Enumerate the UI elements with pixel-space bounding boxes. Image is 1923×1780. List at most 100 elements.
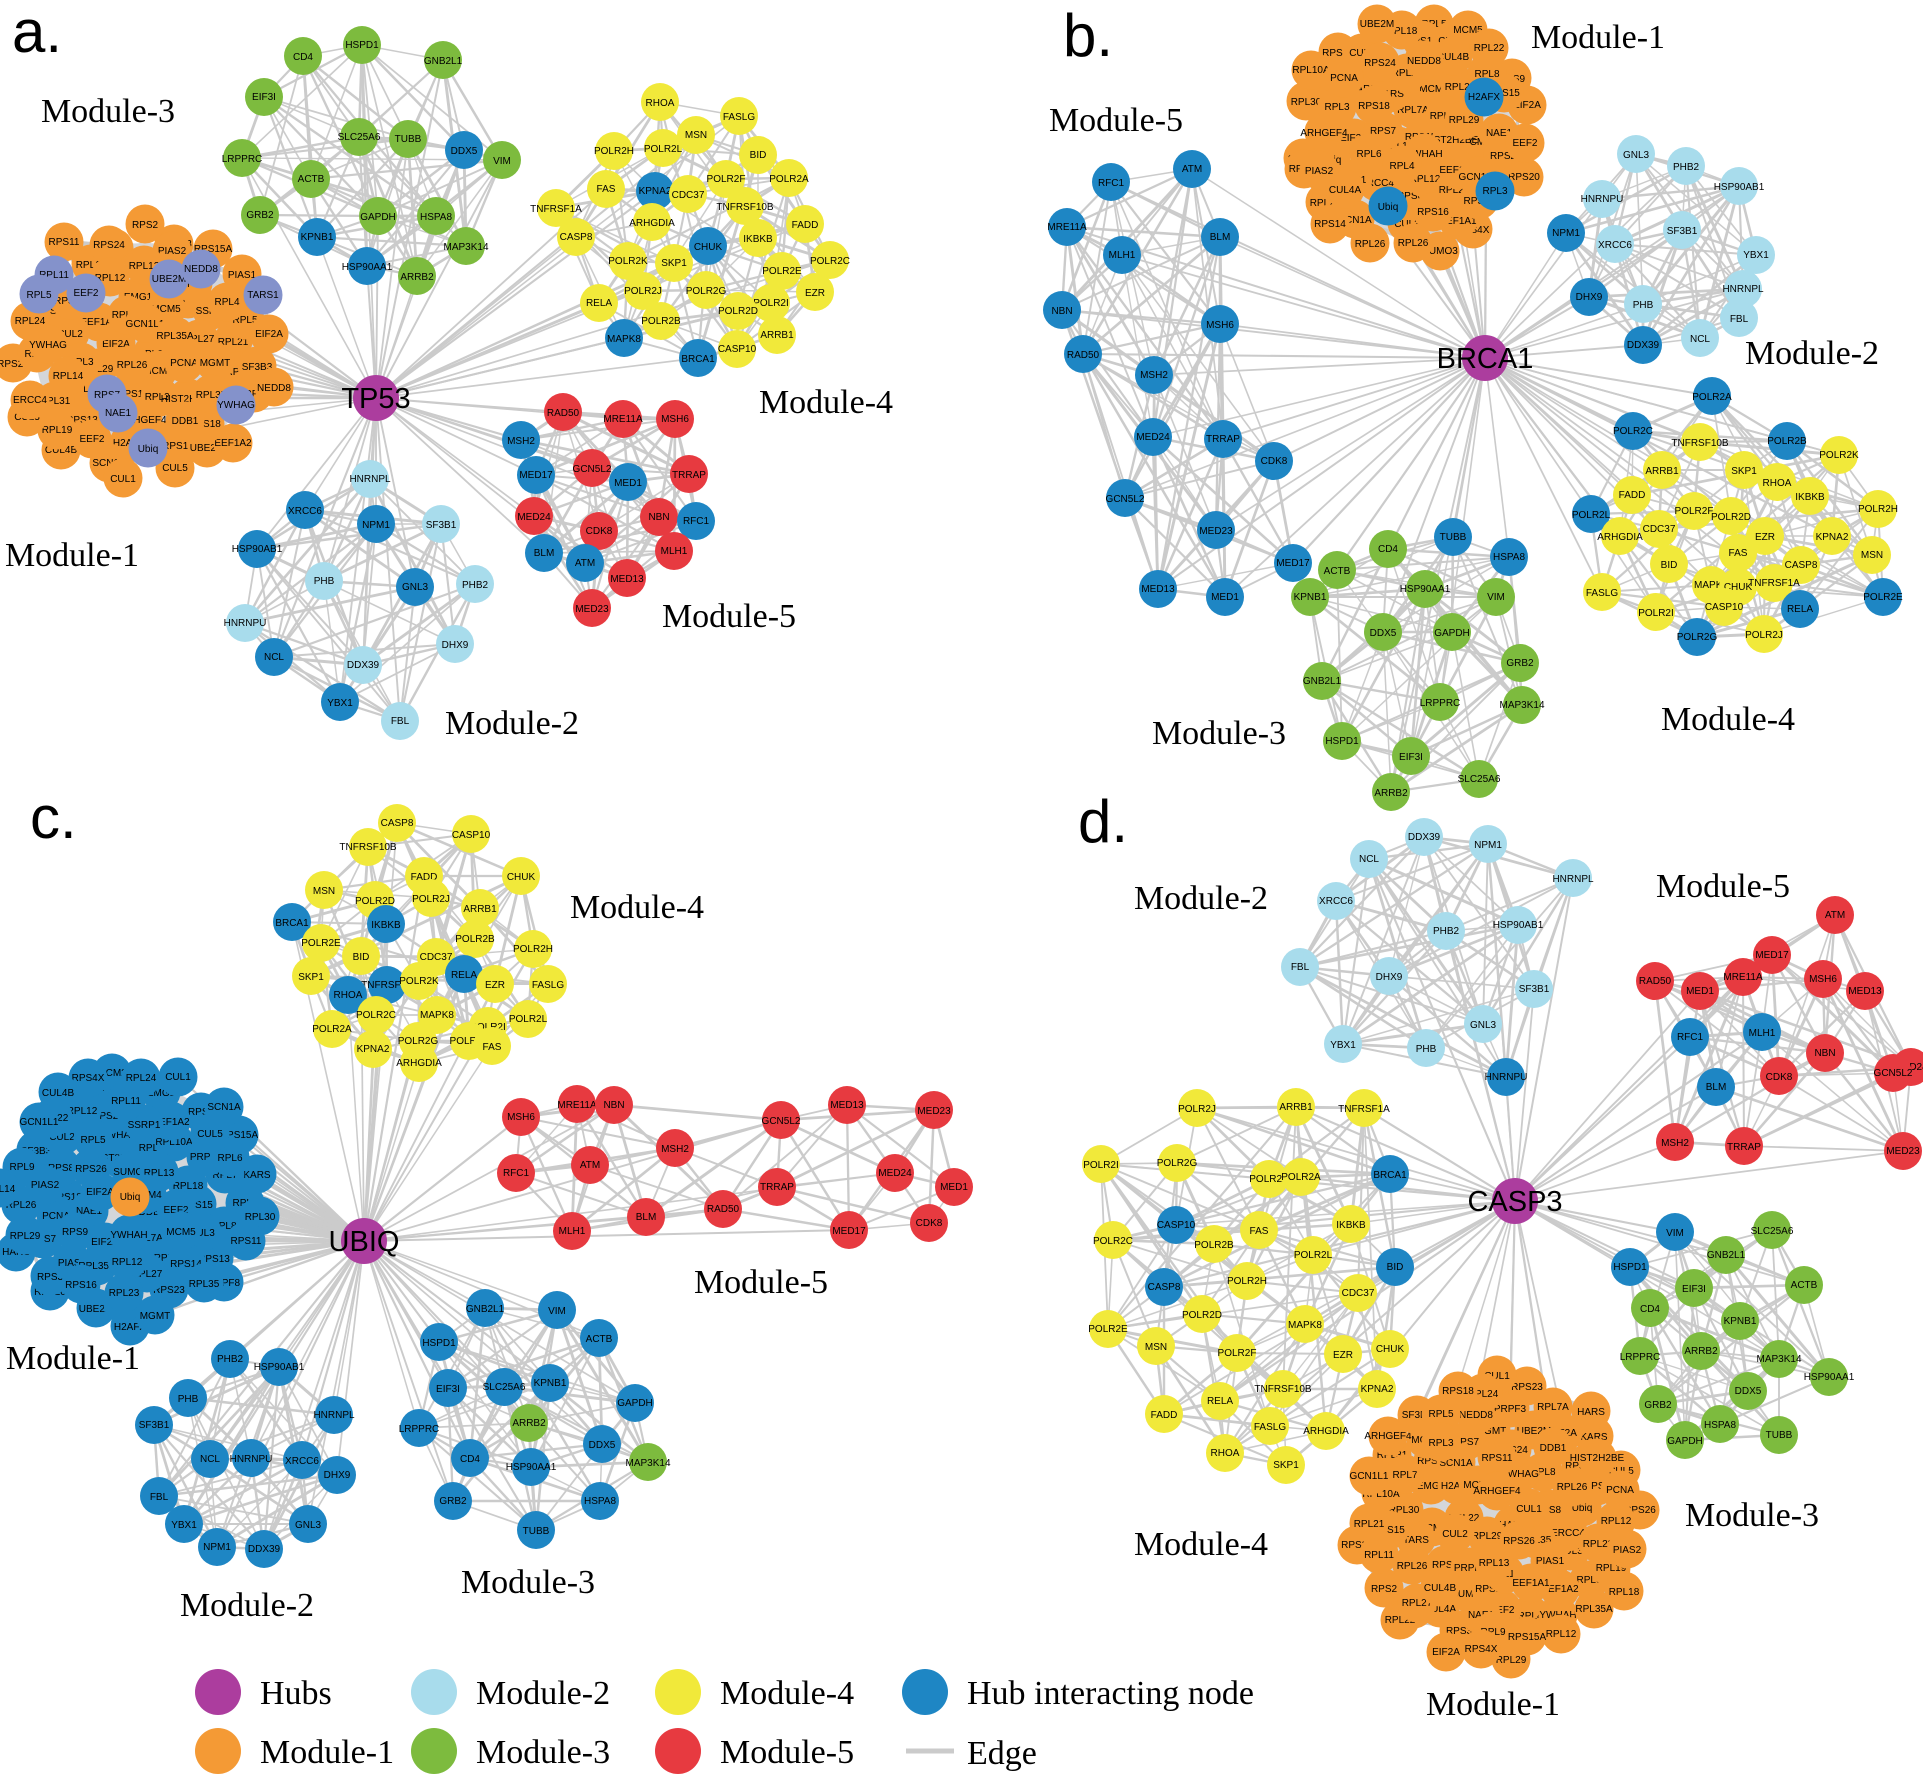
svg-text:POLR2K: POLR2K [399,976,439,987]
svg-text:CASP10: CASP10 [1157,1220,1196,1231]
svg-text:KPNA2: KPNA2 [1361,1384,1394,1395]
svg-text:H2AFX: H2AFX [1468,92,1501,103]
svg-text:FASLG: FASLG [1254,1422,1286,1433]
svg-text:Edge: Edge [967,1735,1037,1772]
svg-text:SLC25A6: SLC25A6 [338,132,381,143]
svg-text:POLR2F: POLR2F [1675,506,1714,517]
svg-text:EZR: EZR [1333,1350,1353,1361]
svg-text:CUL5: CUL5 [197,1129,223,1140]
svg-text:HSPD1: HSPD1 [1613,1262,1647,1273]
svg-text:RPS23: RPS23 [1322,48,1354,59]
svg-text:RPS18: RPS18 [189,419,221,430]
svg-text:YBX1: YBX1 [327,698,353,709]
svg-text:Module-1: Module-1 [6,1340,140,1377]
svg-text:RPL12: RPL12 [95,273,126,284]
svg-text:RPL12: RPL12 [129,261,160,272]
svg-text:DDB1: DDB1 [1540,1443,1567,1454]
svg-text:KPNB1: KPNB1 [301,232,334,243]
svg-text:SCN1A: SCN1A [92,458,126,469]
svg-text:MSH2: MSH2 [1661,1138,1689,1149]
svg-text:ARRB1: ARRB1 [463,904,497,915]
svg-text:Module-3: Module-3 [1685,1497,1819,1534]
svg-text:Module-3: Module-3 [1152,715,1286,752]
svg-text:MLH1: MLH1 [1749,1028,1776,1039]
svg-text:POLR2F: POLR2F [450,1036,489,1047]
svg-text:MRE11A: MRE11A [1723,972,1763,983]
svg-text:POLR2H: POLR2H [1858,504,1898,515]
svg-text:RPS18: RPS18 [1358,101,1390,112]
svg-text:POLR2G: POLR2G [1677,632,1718,643]
svg-text:RPL19: RPL19 [42,425,73,436]
svg-text:Module-2: Module-2 [1134,880,1268,917]
svg-text:TRRAP: TRRAP [672,470,706,481]
svg-text:PHB2: PHB2 [217,1354,244,1365]
svg-text:HNRNPL: HNRNPL [1722,284,1764,295]
svg-text:MSN: MSN [685,130,707,141]
svg-text:TUBB: TUBB [1440,532,1467,543]
svg-text:EZR: EZR [485,980,505,991]
svg-text:MED17: MED17 [832,1226,866,1237]
svg-text:PIAS2: PIAS2 [1613,1545,1642,1556]
svg-text:YWHAG: YWHAG [29,340,67,351]
svg-text:ARHGEF4: ARHGEF4 [1473,1486,1521,1497]
svg-text:EIF2A: EIF2A [102,339,130,350]
svg-text:MED24: MED24 [517,512,551,523]
svg-text:RPL21: RPL21 [218,337,249,348]
svg-text:CDC37: CDC37 [1643,524,1676,535]
svg-text:DDX39: DDX39 [347,660,380,671]
svg-text:MED13: MED13 [1141,584,1175,595]
svg-text:TNFRSF10B: TNFRSF10B [716,202,774,213]
svg-text:UBE2M: UBE2M [152,274,186,285]
svg-text:RPL27: RPL27 [184,334,215,345]
svg-text:TNFRSF1A: TNFRSF1A [1748,578,1800,589]
svg-text:Module-5: Module-5 [694,1264,828,1301]
svg-text:RPL30: RPL30 [1291,97,1322,108]
svg-text:RPL7A: RPL7A [1397,105,1429,116]
svg-text:POLR2F: POLR2F [1218,1348,1257,1359]
svg-text:RPL23: RPL23 [109,1288,140,1299]
svg-text:RHOA: RHOA [646,98,675,109]
svg-text:ARRB2: ARRB2 [1684,1346,1718,1357]
svg-text:CDK8: CDK8 [586,526,613,537]
svg-text:POLR2L: POLR2L [1572,510,1611,521]
svg-text:MCM4: MCM4 [143,366,173,377]
svg-text:XRCC6: XRCC6 [1319,896,1353,907]
svg-text:SKP1: SKP1 [1731,466,1757,477]
svg-text:RPL10A: RPL10A [1292,65,1330,76]
svg-text:FADD: FADD [411,872,438,883]
svg-text:RPL14: RPL14 [0,1184,16,1195]
svg-text:CUL2: CUL2 [57,329,83,340]
svg-text:KPNB1: KPNB1 [1294,592,1327,603]
svg-text:RPS24: RPS24 [1364,58,1396,69]
svg-text:UBE2M: UBE2M [1360,19,1394,30]
svg-text:CASP8: CASP8 [381,818,414,829]
svg-text:RPL5: RPL5 [26,290,51,301]
svg-text:RPS6: RPS6 [1397,191,1424,202]
svg-text:YBX1: YBX1 [1330,1040,1356,1051]
svg-text:CHUK: CHUK [694,242,723,253]
svg-text:RELA: RELA [586,298,612,309]
svg-text:RPL12: RPL12 [1601,1516,1632,1527]
svg-text:MSH2: MSH2 [1140,370,1168,381]
svg-text:DDX5: DDX5 [1735,1386,1762,1397]
svg-text:HSP90AB1: HSP90AB1 [1493,920,1544,931]
svg-text:CDK8: CDK8 [1766,1072,1793,1083]
svg-text:KPNA2: KPNA2 [357,1044,390,1055]
svg-text:FADD: FADD [1151,1410,1178,1421]
svg-text:MRE11A: MRE11A [603,414,643,425]
svg-text:SLC25A6: SLC25A6 [1751,1226,1794,1237]
svg-text:Module-2: Module-2 [180,1587,314,1624]
svg-text:TRRAP: TRRAP [1727,1142,1761,1153]
svg-text:TNFRSF1A: TNFRSF1A [530,204,582,215]
svg-text:FBL: FBL [391,716,410,727]
svg-text:NAE1: NAE1 [1486,128,1513,139]
svg-text:POLR2D: POLR2D [355,896,395,907]
svg-text:FASLG: FASLG [1586,588,1618,599]
svg-text:CUL5: CUL5 [162,463,188,474]
svg-text:TNFRSF1A: TNFRSF1A [1338,1104,1390,1115]
svg-text:POLR2F: POLR2F [707,174,746,185]
svg-text:TNFRSF10B: TNFRSF10B [1671,438,1729,449]
svg-text:MSH2: MSH2 [507,436,535,447]
svg-text:RFC1: RFC1 [1098,178,1125,189]
svg-text:HNRNPU: HNRNPU [1581,194,1624,205]
